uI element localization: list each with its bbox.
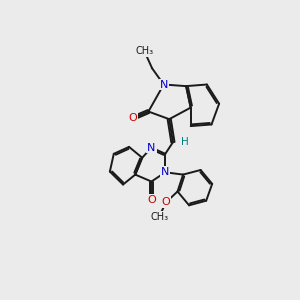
Text: O: O xyxy=(128,113,136,124)
Text: CH₃: CH₃ xyxy=(150,212,168,222)
Text: N: N xyxy=(160,80,168,89)
Text: CH₃: CH₃ xyxy=(135,46,154,56)
Text: O: O xyxy=(162,197,170,207)
Text: N: N xyxy=(161,167,170,177)
Text: O: O xyxy=(147,195,156,205)
Text: N: N xyxy=(147,142,156,153)
Text: H: H xyxy=(181,137,188,147)
